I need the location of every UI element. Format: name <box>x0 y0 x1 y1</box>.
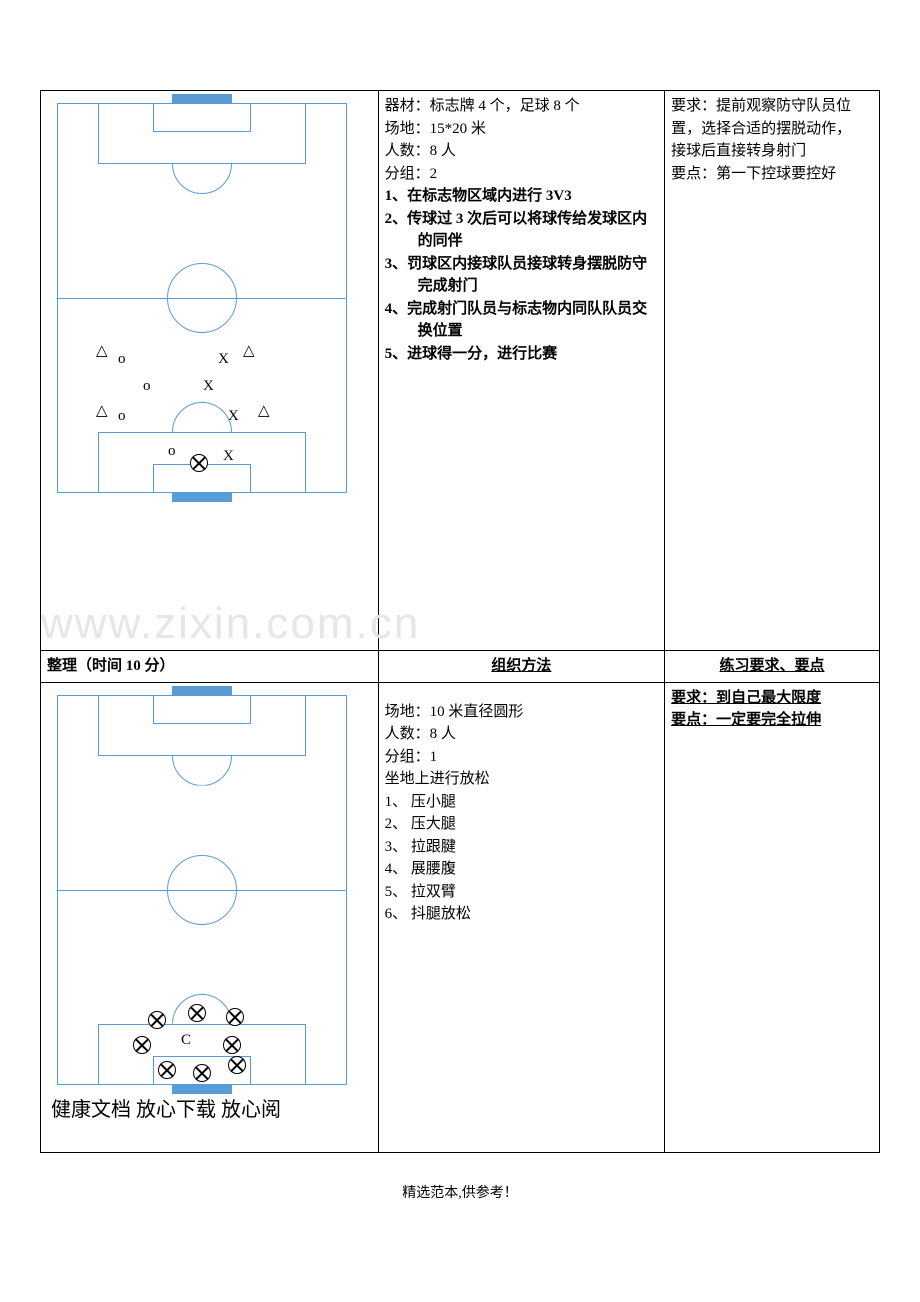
header-mid: 组织方法 <box>378 651 664 683</box>
cooldown-requirements: 要求：到自己最大限度 要点：一定要完全拉伸 <box>665 682 880 1152</box>
req-l1: 要求：提前观察防守队员位 <box>671 98 851 114</box>
drill-diagram: △ o X △ o X △ o X △ o X <box>47 103 357 493</box>
cd-step-3: 3、 拉跟腱 <box>385 836 658 859</box>
player-icon <box>228 1056 246 1074</box>
req-l4: 要点：第一下控球要控好 <box>671 166 836 182</box>
people-line: 人数：8 人 <box>385 723 658 746</box>
cooldown-diagram: C <box>47 695 357 1085</box>
cooldown-row: C 健康文档 放心下载 放心阅 场地：10 米直径圆形 人数：8 人 分组：1 … <box>41 682 880 1152</box>
cd-step-5: 5、 拉双臂 <box>385 881 658 904</box>
header-right: 练习要求、要点 <box>665 651 880 683</box>
page-footer: 精选范本,供参考！ <box>40 1183 880 1204</box>
soccer-field-icon: C <box>57 695 347 1085</box>
lesson-plan-table: △ o X △ o X △ o X △ o X www.zixin.com.cn… <box>40 90 880 1153</box>
drill-requirements: 要求：提前观察防守队员位 置，选择合适的摆脱动作， 接球后直接转身射门 要点：第… <box>665 91 880 651</box>
step-2: 2、传球过 3 次后可以将球传给发球区内的同伴 <box>385 208 658 253</box>
player-icon <box>188 1004 206 1022</box>
header-left: 整理（时间 10 分） <box>41 651 379 683</box>
cd-step-4: 4、 展腰腹 <box>385 858 658 881</box>
cd-step-2: 2、 压大腿 <box>385 813 658 836</box>
soccer-field-icon: △ o X △ o X △ o X △ o X <box>57 103 347 493</box>
venue-line: 场地：10 米直径圆形 <box>385 701 658 724</box>
cooldown-method: 场地：10 米直径圆形 人数：8 人 分组：1 坐地上进行放松 1、 压小腿 2… <box>378 682 664 1152</box>
cd-step-1: 1、 压小腿 <box>385 791 658 814</box>
drill-row: △ o X △ o X △ o X △ o X www.zixin.com.cn… <box>41 91 880 651</box>
intro-line: 坐地上进行放松 <box>385 768 658 791</box>
player-icon <box>193 1064 211 1082</box>
cd-req-l1: 要求：到自己最大限度 <box>671 690 821 706</box>
step-4: 4、完成射门队员与标志物内同队队员交换位置 <box>385 298 658 343</box>
cd-step-6: 6、 抖腿放松 <box>385 903 658 926</box>
step-5: 5、进球得一分，进行比赛 <box>385 343 658 366</box>
people-line: 人数：8 人 <box>385 140 658 163</box>
player-icon <box>223 1036 241 1054</box>
equip-line: 器材：标志牌 4 个，足球 8 个 <box>385 95 658 118</box>
player-icon <box>158 1061 176 1079</box>
venue-line: 场地：15*20 米 <box>385 118 658 141</box>
step-3: 3、罚球区内接球队员接球转身摆脱防守完成射门 <box>385 253 658 298</box>
groups-line: 分组：1 <box>385 746 658 769</box>
ball-icon <box>190 454 208 472</box>
cd-req-l2: 要点：一定要完全拉伸 <box>671 712 821 728</box>
coach-label: C <box>181 1033 191 1048</box>
groups-line: 分组：2 <box>385 163 658 186</box>
req-l3: 接球后直接转身射门 <box>671 143 806 159</box>
step-1: 1、在标志物区域内进行 3V3 <box>385 185 658 208</box>
player-icon <box>226 1008 244 1026</box>
cooldown-header-row: 整理（时间 10 分） 组织方法 练习要求、要点 <box>41 651 880 683</box>
req-l2: 置，选择合适的摆脱动作， <box>671 121 851 137</box>
player-icon <box>148 1011 166 1029</box>
drill-method: 器材：标志牌 4 个，足球 8 个 场地：15*20 米 人数：8 人 分组：2… <box>378 91 664 651</box>
player-icon <box>133 1036 151 1054</box>
watermark-text: www.zixin.com.cn <box>41 591 378 657</box>
